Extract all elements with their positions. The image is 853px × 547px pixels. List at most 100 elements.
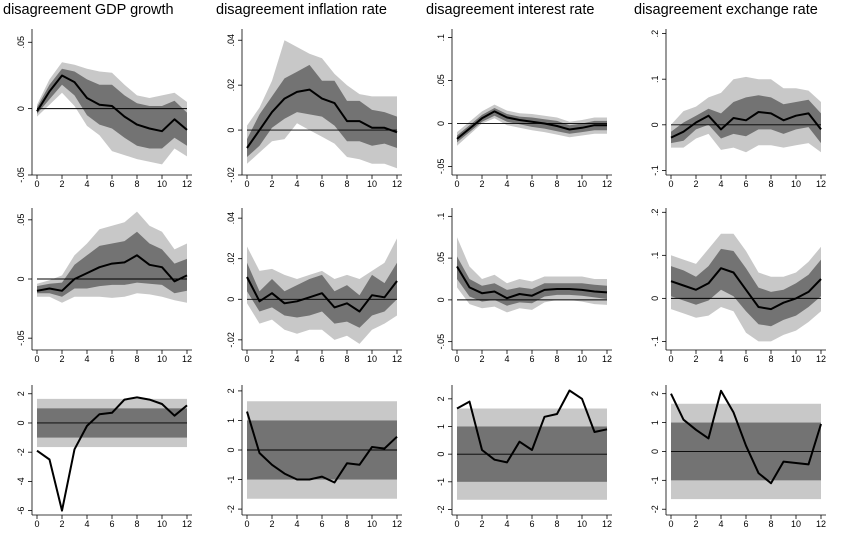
panel-0-2-estimate-line: [456, 110, 607, 140]
panel-1-3-inner-band: [671, 248, 821, 327]
panel-0-1-x-tick-label: 2: [269, 179, 274, 189]
panel-0-0-x-tick-label: 8: [134, 179, 139, 189]
panel-1-3-y-tick-label: .1: [650, 252, 660, 260]
panel-2-2-x-tick-label: 4: [504, 519, 509, 529]
panel-1-2-y-tick-label: .1: [436, 213, 446, 221]
panel-1-3-y-tick-label: -.1: [650, 336, 660, 347]
panel-2-2-estimate-line: [456, 389, 608, 464]
panel-1-3-x-tick-label: 2: [693, 354, 698, 364]
panel-2-3-x-tick-label: 4: [718, 519, 723, 529]
panel-0-2: 0 2 4 6 8 10 12 -.05 0 .05 .1: [436, 29, 612, 189]
panel-1-1: 0 2 4 6 8 10 12 -.02 0 .02 .04: [226, 208, 402, 364]
panel-2-3-y-tick-label: 1: [650, 420, 660, 425]
panel-1-0-y-tick-label: 0: [16, 276, 26, 281]
panel-1-2-y-tick-label: .05: [436, 252, 446, 265]
panel-0-0-y-tick-label: .05: [16, 36, 26, 49]
panel-2-3-y-tick-label: -2: [650, 505, 660, 513]
panel-1-2-estimate-line: [456, 265, 608, 300]
panel-0-3-y-tick-label: .1: [650, 75, 660, 83]
panel-0-0-x-tick-label: 12: [182, 179, 192, 189]
panel-2-3-estimate-line: [670, 389, 822, 485]
panel-2-0: 0 2 4 6 8 10 12 -6 -4 -2 0 2: [16, 385, 192, 529]
panel-1-1-x-tick-label: 8: [344, 354, 349, 364]
panel-0-2-y-tick-label: -.05: [436, 159, 446, 175]
panel-0-3-x-tick-label: 4: [718, 179, 723, 189]
panel-1-0-y-tick-label: .05: [16, 214, 26, 227]
panel-0-1-x-tick-label: 6: [319, 179, 324, 189]
panel-2-1-y-tick-label: -2: [226, 505, 236, 513]
panel-0-0-y-tick-label: -.05: [16, 167, 26, 183]
column-title-interest-rate: disagreement interest rate: [426, 2, 595, 18]
panel-2-0-y-tick-label: -6: [16, 507, 26, 515]
panel-0-1: 0 2 4 6 8 10 12 -.02 0 .02 .04: [226, 29, 402, 189]
panel-0-1-y-tick-label: 0: [226, 128, 236, 133]
panel-0-3-y-tick-label: 0: [650, 122, 660, 127]
panel-0-0-x-tick-label: 0: [34, 179, 39, 189]
panel-0-2-y-tick-label: 0: [436, 121, 446, 126]
panel-1-3-y-tick-label: .2: [650, 209, 660, 217]
panel-1-0-x-tick-label: 6: [109, 354, 114, 364]
panel-1-0-x-tick-label: 8: [134, 354, 139, 364]
panel-2-1-y-tick-label: 0: [226, 447, 236, 452]
panel-2-2-y-tick-label: 1: [436, 424, 446, 429]
panel-1-2-y-tick-label: -.05: [436, 334, 446, 350]
column-title-exchange-rate: disagreement exchange rate: [634, 2, 818, 18]
panel-2-2-x-tick-label: 12: [602, 519, 612, 529]
panel-0-0-x-tick-label: 6: [109, 179, 114, 189]
panel-2-2-x-tick-label: 0: [454, 519, 459, 529]
panel-1-3-x-tick-label: 4: [718, 354, 723, 364]
panel-0-2-x-tick-label: 2: [479, 179, 484, 189]
panel-1-2: 0 2 4 6 8 10 12 -.05 0 .05 .1: [436, 208, 612, 364]
panel-1-0-x-tick-label: 10: [157, 354, 167, 364]
panel-2-1-x-tick-label: 2: [269, 519, 274, 529]
panel-2-0-x-tick-label: 6: [109, 519, 114, 529]
panel-1-2-inner-band: [457, 256, 607, 306]
panel-1-3-x-tick-label: 0: [668, 354, 673, 364]
panel-0-1-estimate-line: [246, 88, 398, 149]
panel-2-0-x-tick-label: 10: [157, 519, 167, 529]
panel-2-2-y-tick-label: -1: [436, 478, 446, 486]
panel-0-1-x-tick-label: 0: [244, 179, 249, 189]
panel-1-1-x-tick-label: 2: [269, 354, 274, 364]
panel-0-0-x-tick-label: 2: [59, 179, 64, 189]
panel-2-3-x-tick-label: 0: [668, 519, 673, 529]
panel-1-2-x-tick-label: 8: [554, 354, 559, 364]
panel-0-3-x-tick-label: 0: [668, 179, 673, 189]
panel-2-0-estimate-line: [36, 396, 188, 512]
panel-2-0-x-tick-label: 4: [84, 519, 89, 529]
panel-2-0-y-tick-label: -4: [16, 477, 26, 485]
panel-1-2-x-tick-label: 4: [504, 354, 509, 364]
panel-2-0-y-tick-label: 0: [16, 420, 26, 425]
panel-0-1-y-tick-label: .04: [226, 34, 236, 47]
panel-1-3: 0 2 4 6 8 10 12 -.1 0 .1 .2: [650, 208, 826, 364]
panel-2-1-y-tick-label: 2: [226, 388, 236, 393]
panel-2-3-x-tick-label: 6: [743, 519, 748, 529]
panel-2-1-x-tick-label: 12: [392, 519, 402, 529]
panel-1-1-y-tick-label: .02: [226, 252, 236, 265]
panel-0-3-x-tick-label: 2: [693, 179, 698, 189]
panel-2-0-x-tick-label: 8: [134, 519, 139, 529]
panel-1-1-x-tick-label: 0: [244, 354, 249, 364]
panel-0-0-x-tick-label: 4: [84, 179, 89, 189]
panel-0-1-inner-band: [247, 64, 397, 157]
panel-1-3-x-tick-label: 10: [791, 354, 801, 364]
panel-2-1-y-tick-label: 1: [226, 418, 236, 423]
panel-2-3-x-tick-label: 10: [791, 519, 801, 529]
panel-2-1-x-tick-label: 8: [344, 519, 349, 529]
panel-1-1-x-tick-label: 12: [392, 354, 402, 364]
panel-1-0-y-tick-label: -.05: [16, 330, 26, 346]
column-title-inflation-rate: disagreement inflation rate: [216, 2, 387, 18]
panel-0-1-x-tick-label: 10: [367, 179, 377, 189]
panel-2-3-x-tick-label: 2: [693, 519, 698, 529]
panel-1-2-x-tick-label: 12: [602, 354, 612, 364]
panel-1-1-estimate-line: [246, 276, 398, 313]
panel-0-2-x-tick-label: 4: [504, 179, 509, 189]
panel-1-3-x-tick-label: 6: [743, 354, 748, 364]
panel-2-1-x-tick-label: 10: [367, 519, 377, 529]
panel-2-2-y-tick-label: 2: [436, 396, 446, 401]
panel-2-3-y-tick-label: 0: [650, 449, 660, 454]
